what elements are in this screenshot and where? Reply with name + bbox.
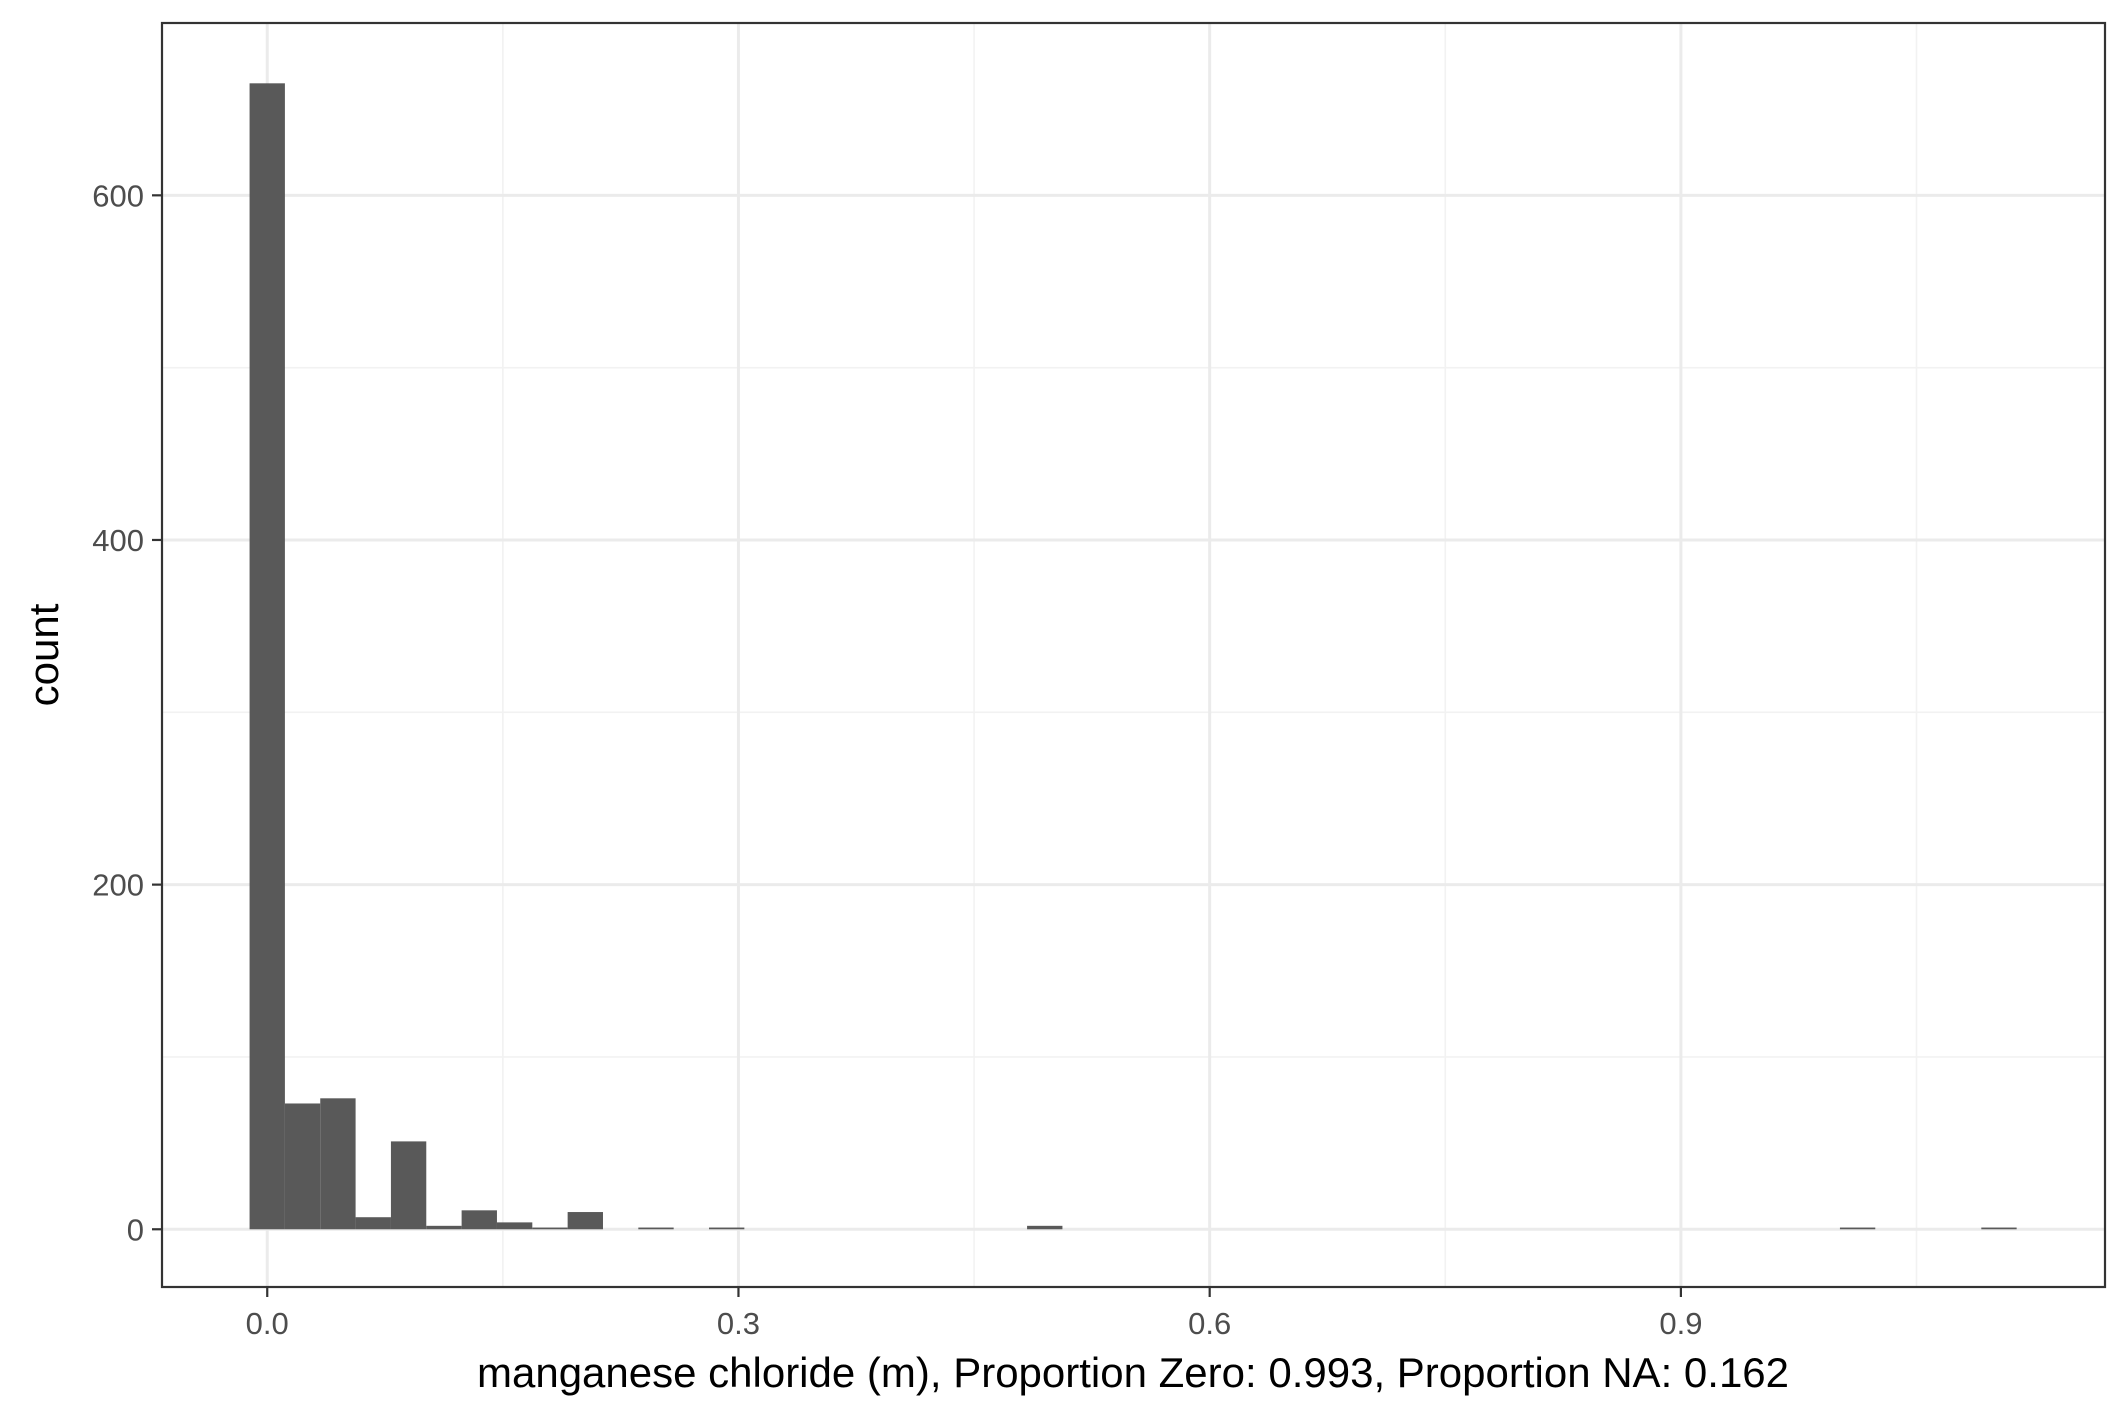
panel-background (162, 23, 2105, 1287)
histogram-bar (355, 1217, 391, 1230)
x-axis-title: manganese chloride (m), Proportion Zero:… (477, 1349, 1789, 1396)
y-tick-label: 200 (92, 868, 144, 903)
y-tick-label: 600 (92, 178, 144, 213)
histogram-bar (567, 1212, 603, 1230)
x-axis: 0.0 0.3 0.6 0.9 (246, 1287, 1702, 1341)
histogram-bar (320, 1098, 356, 1230)
major-gridlines (162, 23, 2105, 1287)
histogram-bars (249, 83, 2017, 1230)
x-tick-label: 0.6 (1188, 1306, 1231, 1341)
panel-border (160, 21, 2107, 1289)
x-tick-label: 0.3 (717, 1306, 760, 1341)
histogram-bar (461, 1210, 497, 1230)
minor-gridlines (162, 23, 2105, 1287)
histogram-bar (1839, 1227, 1876, 1230)
histogram-bar (390, 1141, 427, 1230)
y-axis-title: count (20, 603, 67, 706)
histogram-bar (709, 1227, 745, 1230)
y-tick-label: 400 (92, 523, 144, 558)
histogram-bar (426, 1225, 462, 1230)
x-tick-label: 0.9 (1659, 1306, 1702, 1341)
histogram-bar (638, 1227, 674, 1230)
histogram-bar (532, 1227, 568, 1230)
histogram-bar (284, 1103, 321, 1230)
x-tick-label: 0.0 (246, 1306, 289, 1341)
y-axis: 0 200 400 600 (92, 178, 162, 1247)
histogram-bar (1027, 1225, 1063, 1230)
histogram-bar (249, 83, 285, 1230)
histogram-bar (496, 1222, 533, 1230)
y-tick-label: 0 (127, 1212, 144, 1247)
histogram-bar (1981, 1227, 2017, 1230)
